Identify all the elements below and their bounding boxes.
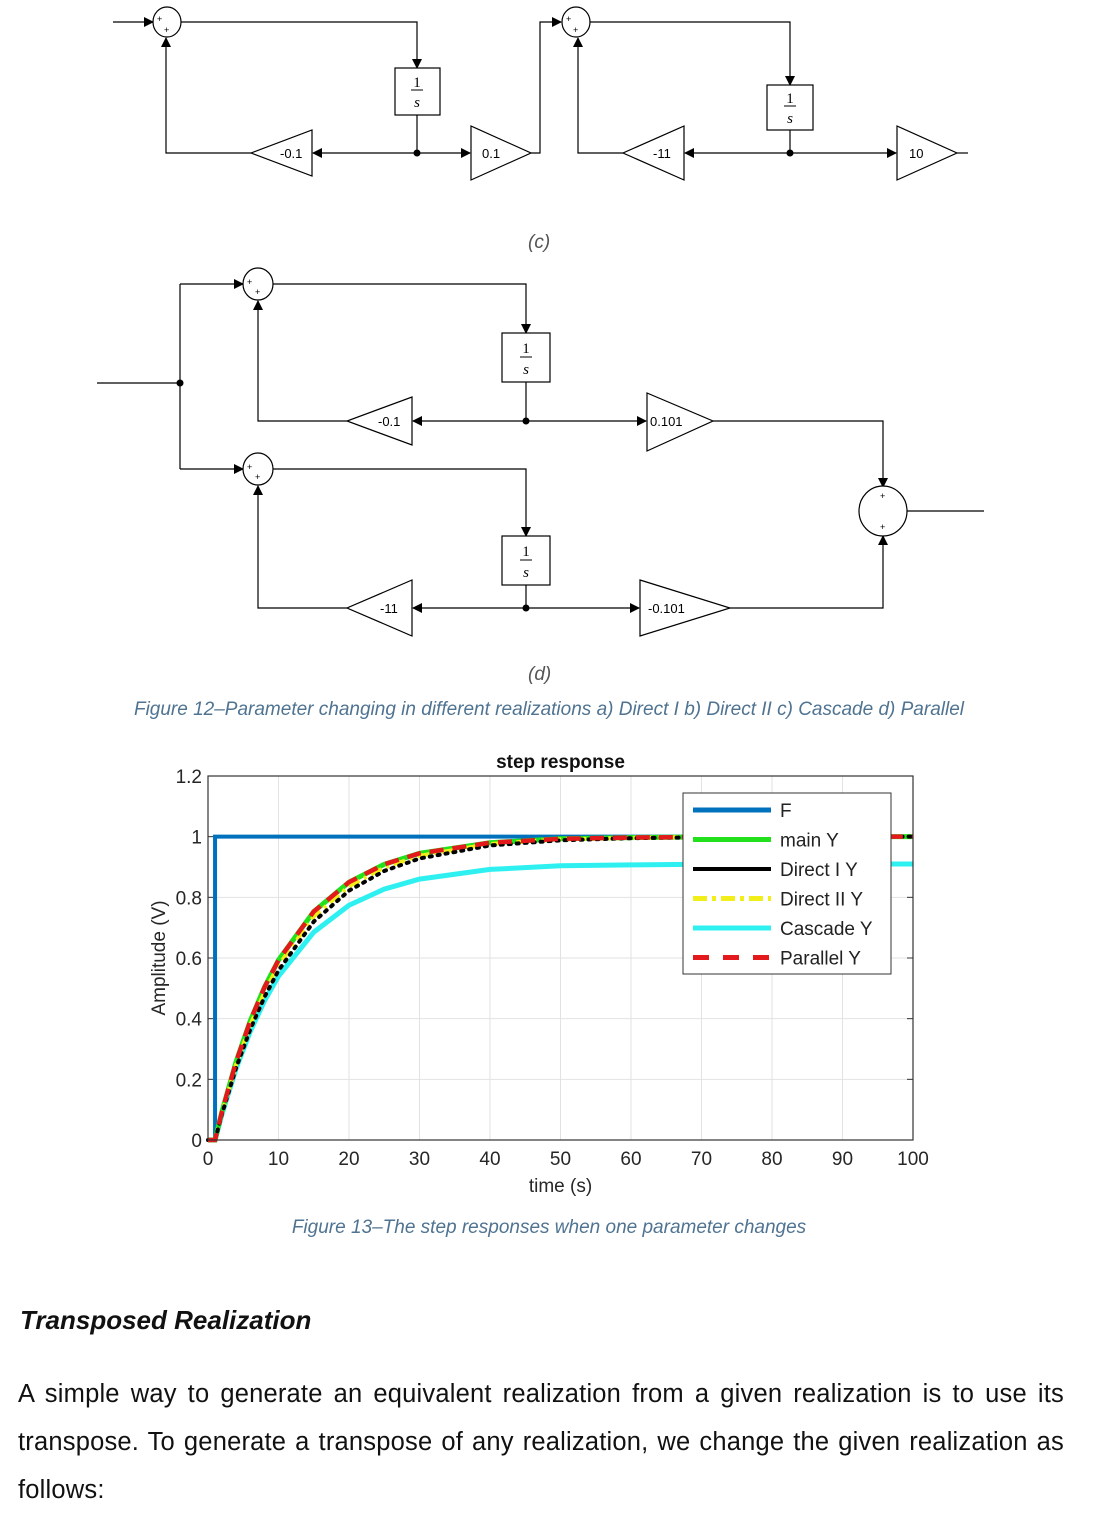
- integrator-numerator: 1: [522, 544, 530, 560]
- series-line-direct-i-y: [206, 834, 915, 1142]
- legend-entry: Cascade Y: [780, 919, 873, 940]
- x-tick-label: 90: [832, 1149, 853, 1170]
- gain-label: -11: [653, 146, 671, 161]
- sum-sign: +: [157, 14, 162, 24]
- legend-entry: Parallel Y: [780, 949, 861, 970]
- integrator-denominator: s: [414, 95, 420, 111]
- series-line-direct-ii-y: [208, 834, 913, 1142]
- gain-block: [639, 579, 733, 637]
- diagram-panel-c: [113, 6, 968, 181]
- x-tick-label: 30: [409, 1149, 430, 1170]
- integrator-block: [394, 67, 441, 116]
- block-diagrams: + + + + + + + + + + 1 s 1 s 1 s 1 s -0.1…: [97, 6, 984, 637]
- gain-block: [470, 125, 533, 181]
- figure-13-caption: Figure 13–The step responses when one pa…: [291, 1217, 807, 1238]
- y-tick-label: 0.8: [176, 888, 202, 909]
- legend-entry: Direct I Y: [780, 860, 858, 881]
- sum-sign: +: [255, 472, 260, 482]
- y-tick-label: 0: [191, 1131, 202, 1152]
- x-axis-label: time (s): [529, 1176, 592, 1197]
- x-tick-label: 10: [268, 1149, 289, 1170]
- x-tick-label: 80: [761, 1149, 782, 1170]
- x-tick-label: 0: [203, 1149, 214, 1170]
- integrator-denominator: s: [523, 565, 529, 581]
- figure-12-caption: Figure 12–Parameter changing in differen…: [133, 699, 965, 720]
- diagram-panel-d: [97, 267, 984, 637]
- y-axis-label: Amplitude (V): [149, 900, 170, 1015]
- panel-c-label: (c): [528, 232, 551, 253]
- integrator-denominator: s: [523, 362, 529, 378]
- y-tick-label: 0.2: [176, 1070, 202, 1091]
- plot-frame: [207, 775, 914, 1141]
- y-tick-label: 0.4: [176, 1010, 203, 1031]
- sum-sign: +: [164, 25, 169, 35]
- integrator-block: [766, 84, 814, 131]
- gain-label: -11: [380, 601, 398, 616]
- sum-sign: +: [247, 462, 252, 472]
- panel-d-label: (d): [528, 664, 552, 685]
- gain-label: 10: [909, 146, 923, 161]
- gain-label: 0.1: [482, 146, 500, 161]
- gain-block: [249, 129, 313, 177]
- sum-sign: +: [566, 14, 571, 24]
- plot-area: [208, 776, 913, 1140]
- body-paragraph: A simple way to generate an equivalent r…: [18, 1380, 1064, 1504]
- gain-label: -0.1: [378, 414, 400, 429]
- legend-entry: main Y: [780, 831, 839, 852]
- x-tick-label: 60: [620, 1149, 641, 1170]
- integrator-numerator: 1: [413, 75, 421, 91]
- sum-sign: +: [255, 287, 260, 297]
- legend-box: [682, 792, 892, 975]
- series-line-parallel-y: [208, 834, 913, 1143]
- integrator-numerator: 1: [522, 341, 530, 357]
- series-line-f: [208, 834, 913, 1142]
- x-tick-label: 40: [479, 1149, 500, 1170]
- series-line-main-y: [208, 834, 913, 1143]
- x-tick-label: 70: [691, 1149, 712, 1170]
- series-line-cascade-y: [208, 861, 913, 1143]
- sum-sign: +: [880, 522, 885, 532]
- gain-block: [646, 392, 715, 452]
- x-tick-label: 50: [550, 1149, 571, 1170]
- legend-entry: F: [780, 801, 792, 822]
- sum-sign: +: [880, 491, 885, 501]
- gain-block: [345, 396, 413, 446]
- gain-block: [345, 579, 413, 637]
- legend-entry: Direct II Y: [780, 890, 863, 911]
- sum-sign: +: [573, 25, 578, 35]
- gain-label: -0.101: [648, 601, 685, 616]
- section-heading: Transposed Realization: [20, 1305, 312, 1335]
- y-tick-label: 1.2: [176, 767, 202, 788]
- junction-dots: [176, 149, 794, 612]
- x-tick-label: 20: [338, 1149, 359, 1170]
- gain-label: -0.1: [280, 146, 302, 161]
- x-tick-label: 100: [897, 1149, 929, 1170]
- chart-title: step response: [496, 752, 625, 773]
- y-tick-label: 1: [191, 828, 202, 849]
- gain-label: 0.101: [650, 414, 683, 429]
- integrator-denominator: s: [787, 111, 793, 127]
- gain-block: [896, 125, 959, 181]
- y-tick-label: 0.6: [176, 949, 202, 970]
- gain-block: [621, 125, 685, 181]
- sum-sign: +: [247, 277, 252, 287]
- integrator-numerator: 1: [786, 91, 794, 107]
